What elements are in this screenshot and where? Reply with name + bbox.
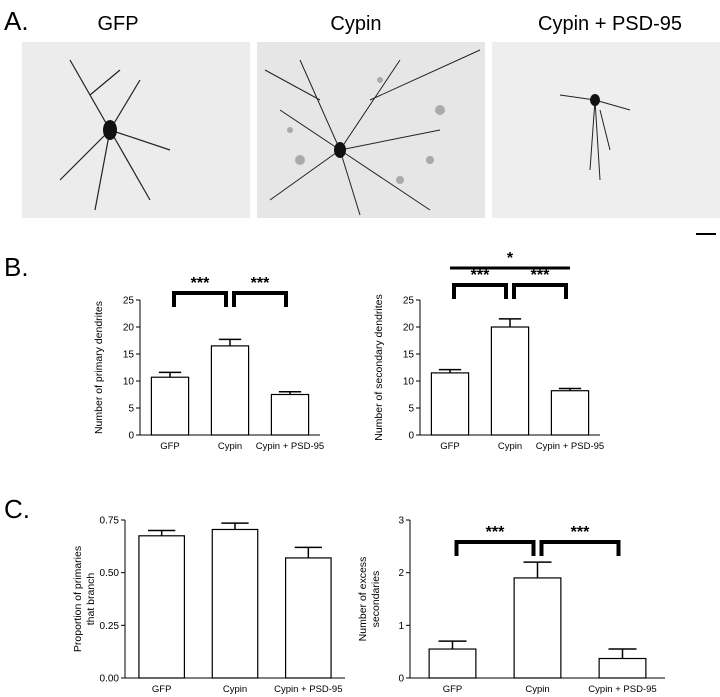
image-title: Cypin + PSD-95 [538,13,682,35]
bar [138,535,186,679]
significance-label: *** [571,524,590,541]
y-tick-label: 10 [403,377,415,388]
y-tick-label: 25 [403,296,415,307]
x-tick-label: Cypin [525,684,549,695]
x-tick-label: GFP [440,441,460,452]
x-tick-label: GFP [443,684,463,695]
x-tick-label: Cypin + PSD-95 [588,684,656,695]
panel-label: B. [4,252,29,282]
y-tick-label: 0.00 [100,674,120,685]
y-tick-label: 0.75 [100,516,120,527]
y-axis-label: Number of secondary dendrites [373,294,385,441]
bar [150,376,190,436]
y-tick-label: 10 [123,377,135,388]
x-tick-label: Cypin + PSD-95 [274,684,342,695]
micrograph [492,42,720,218]
x-tick-label: GFP [160,441,180,452]
panel-label: A. [4,6,29,36]
micrograph [22,42,250,218]
y-tick-label: 25 [123,296,135,307]
y-tick-label: 0.25 [100,621,120,632]
bar [550,390,590,436]
y-axis-label: secondaries [370,571,382,628]
image-title: GFP [97,13,138,35]
bar [513,577,562,679]
y-tick-label: 1 [398,621,404,632]
panel-label: C. [4,494,30,524]
bar [428,648,477,679]
y-tick-label: 15 [403,350,415,361]
bar [490,326,530,436]
x-tick-label: Cypin + PSD-95 [536,441,604,452]
bar [430,372,470,436]
significance-label: *** [191,275,210,292]
significance-label: *** [251,275,270,292]
significance-label: *** [486,524,505,541]
significance-label: *** [531,267,550,284]
bar [210,345,250,436]
y-tick-label: 0 [408,431,414,442]
significance-label: *** [471,267,490,284]
y-tick-label: 20 [403,323,415,334]
y-tick-label: 5 [128,404,134,415]
x-tick-label: Cypin + PSD-95 [256,441,324,452]
y-axis-label: Number of primary dendrites [93,301,105,434]
y-tick-label: 0.50 [100,568,120,579]
y-axis-label: Number of excess [357,557,369,642]
y-tick-label: 5 [408,404,414,415]
y-axis-label: that branch [85,573,97,626]
y-axis-label: Proportion of primaries [72,546,84,652]
micrograph [257,42,485,218]
y-tick-label: 3 [398,516,404,527]
bar [285,557,332,679]
y-tick-label: 2 [398,568,404,579]
bar [211,528,259,679]
y-tick-label: 0 [398,674,404,685]
y-tick-label: 15 [123,350,135,361]
x-tick-label: Cypin [223,684,247,695]
y-tick-label: 0 [128,431,134,442]
image-title: Cypin [330,13,381,35]
y-tick-label: 20 [123,323,135,334]
bar [598,657,647,679]
x-tick-label: GFP [152,684,172,695]
x-tick-label: Cypin [218,441,242,452]
bar [270,393,310,436]
significance-label: * [507,250,514,267]
x-tick-label: Cypin [498,441,522,452]
